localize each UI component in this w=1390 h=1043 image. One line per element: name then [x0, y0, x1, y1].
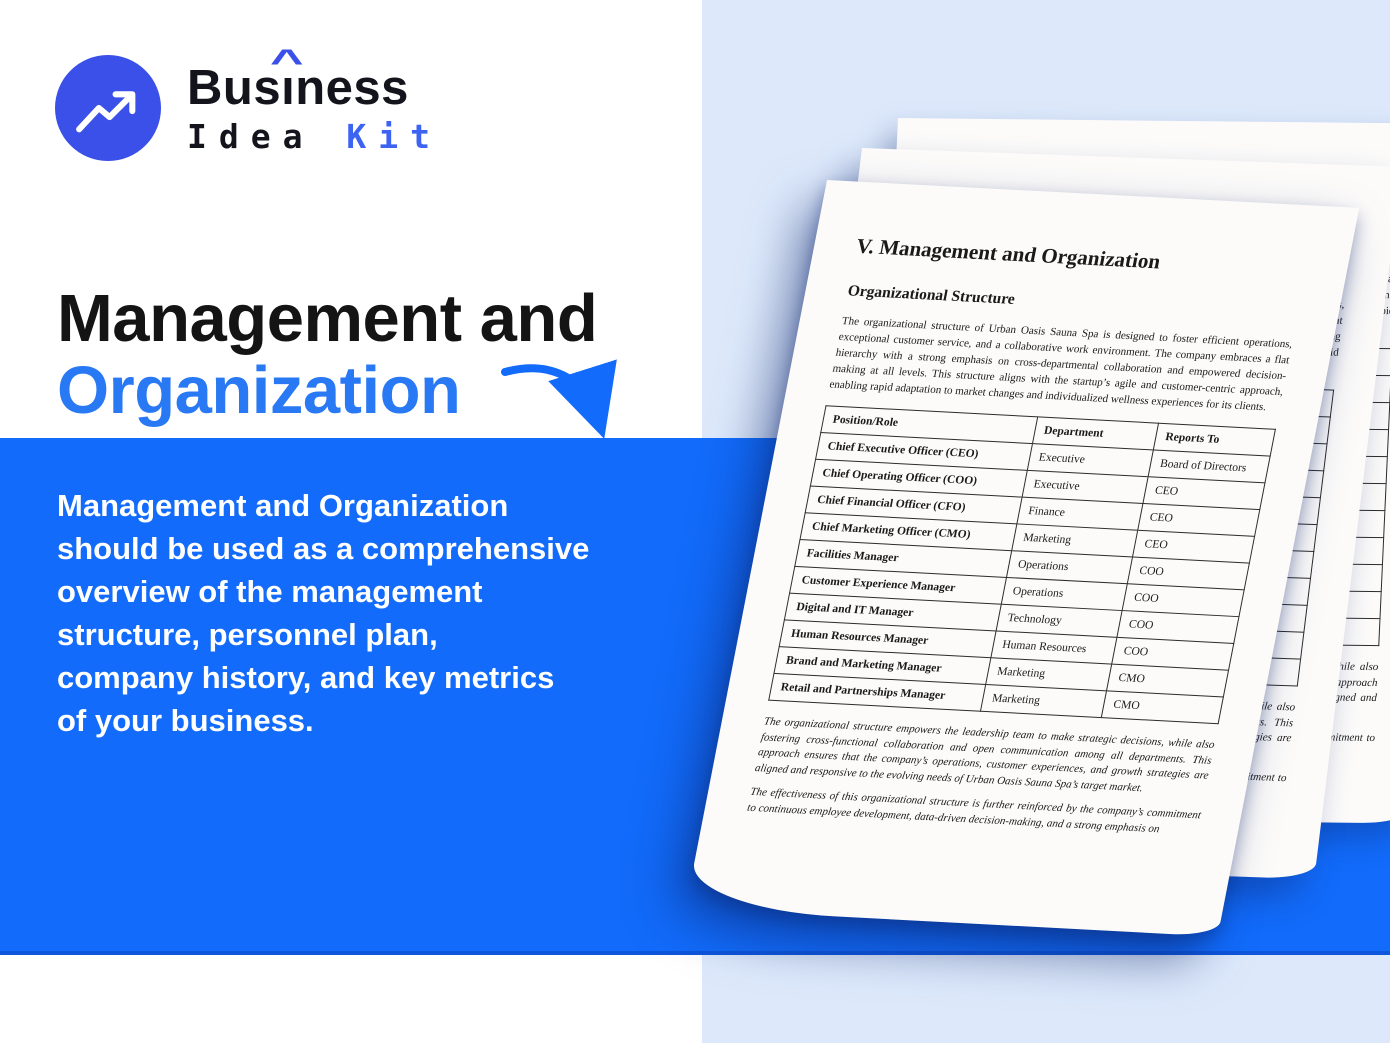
curved-arrow-icon: [501, 359, 617, 439]
trend-arrow-icon: [55, 55, 161, 161]
table-cell-reports-to: CMO: [1101, 690, 1224, 724]
brand-text-post: ness: [295, 60, 409, 115]
brand-word-kit: Kit: [346, 116, 442, 156]
banner-description-line: overview of the management: [57, 574, 483, 609]
brand-text-i: ı: [281, 60, 296, 115]
document-intro-paragraph: The organizational structure of Urban Oa…: [828, 315, 1294, 414]
brand-text-pre: Bus: [187, 60, 282, 115]
brand-name-line2: Idea Kit: [187, 120, 442, 153]
banner-description-line: Management and Organization: [57, 488, 509, 523]
banner-description: Management and Organization should be us…: [57, 484, 589, 742]
banner-description-line: structure, personnel plan,: [57, 617, 438, 652]
page-title-line1: Management and: [57, 280, 598, 356]
document-title: V. Management and Organization: [854, 233, 1163, 274]
brand-word-idea: Idea: [187, 116, 315, 156]
page-title: Management and Organization: [57, 280, 598, 428]
document-closing-paragraph: The organizational structure empowers th…: [754, 715, 1216, 794]
banner-description-line: should be used as a comprehensive: [57, 531, 590, 566]
brand-name: Bus ı ^ ness Idea Kit: [187, 45, 442, 153]
brand-name-line1: Bus ı ^ ness: [187, 45, 442, 115]
org-structure-table: Position/Role Department Reports To Chie…: [768, 405, 1276, 724]
table-cell-department: Marketing: [979, 684, 1107, 718]
brand-logo: Bus ı ^ ness Idea Kit: [55, 45, 442, 161]
logo-caret-icon: ^: [269, 42, 305, 81]
banner-description-line: company history, and key metrics: [57, 660, 555, 695]
banner-description-line: of your business.: [57, 703, 314, 738]
page-title-line2: Organization: [57, 352, 461, 428]
